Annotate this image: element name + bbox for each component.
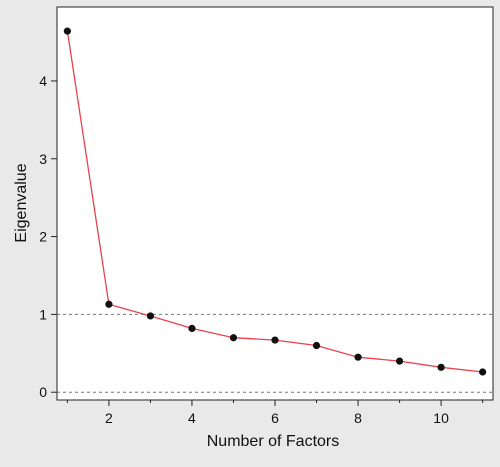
x-axis: 2 4 6 8 10 bbox=[66, 400, 484, 426]
x-tick-label: 6 bbox=[271, 410, 279, 426]
y-tick-label: 3 bbox=[39, 151, 47, 167]
data-point-factor-11 bbox=[479, 368, 487, 376]
data-point-factor-7 bbox=[312, 341, 321, 350]
data-point-factor-1 bbox=[63, 27, 71, 35]
plot-area bbox=[56, 6, 494, 401]
x-tick-label: 10 bbox=[433, 410, 449, 426]
data-point-factor-3 bbox=[146, 312, 155, 320]
data-point-factor-8 bbox=[354, 353, 362, 361]
x-tick-label: 4 bbox=[188, 410, 196, 426]
y-tick-label: 1 bbox=[39, 306, 47, 322]
y-tick-label: 4 bbox=[39, 73, 47, 89]
data-point-factor-4 bbox=[188, 324, 196, 333]
y-tick-label: 2 bbox=[39, 229, 47, 245]
data-point-factor-10 bbox=[437, 363, 445, 371]
series-layer bbox=[63, 27, 487, 376]
data-point-factor-5 bbox=[229, 334, 238, 342]
x-axis-label: Number of Factors bbox=[207, 433, 339, 450]
data-point-factor-9 bbox=[395, 357, 404, 365]
y-tick-label: 0 bbox=[39, 384, 47, 400]
data-point-factor-6 bbox=[271, 336, 279, 344]
y-axis: 0 1 2 3 4 bbox=[39, 73, 57, 400]
y-axis-label: Eigenvalue bbox=[13, 163, 30, 242]
reference-lines bbox=[57, 313, 493, 393]
x-tick-label: 8 bbox=[354, 410, 362, 426]
data-point-factor-2 bbox=[105, 300, 113, 308]
x-tick-label: 2 bbox=[105, 410, 113, 426]
